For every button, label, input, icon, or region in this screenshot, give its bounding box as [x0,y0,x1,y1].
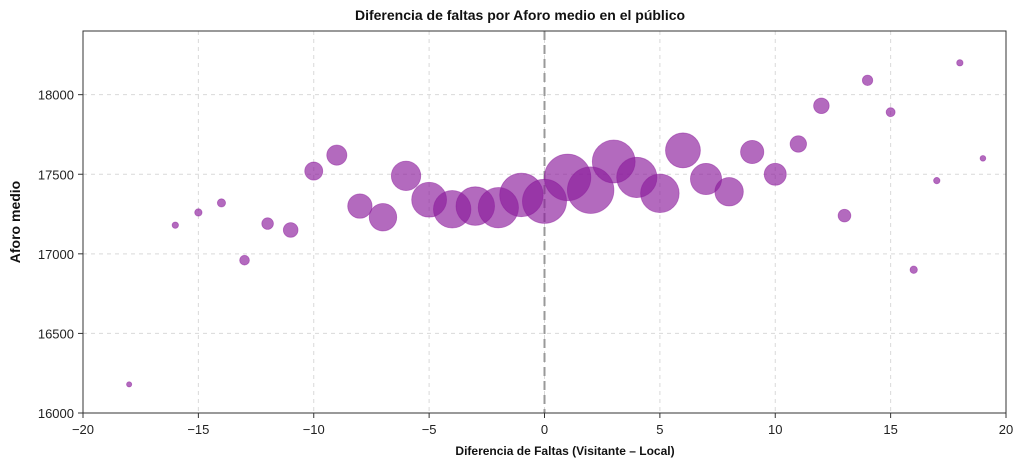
x-tick-label: 15 [883,422,897,437]
data-point [956,59,964,67]
x-tick-label: 20 [999,422,1013,437]
y-tick-label: 16500 [38,326,74,341]
data-point [714,177,744,207]
y-tick-label: 17500 [38,167,74,182]
y-axis-label: Aforo medio [7,181,23,263]
y-tick-label: 16000 [38,406,74,421]
data-point [885,107,896,118]
data-point [326,144,348,166]
data-point [789,135,807,153]
data-point [740,139,765,164]
x-tick-label: −20 [72,422,94,437]
data-point [261,217,274,230]
x-tick-label: 0 [541,422,548,437]
data-point [171,221,179,229]
x-tick-label: −5 [422,422,437,437]
data-point [909,265,918,274]
data-point [837,208,852,223]
data-point [640,173,680,214]
y-axis-ticks: 16000 16500 17000 17500 18000 [38,88,83,421]
x-tick-label: −10 [303,422,325,437]
y-tick-label: 17000 [38,247,74,262]
data-point [813,97,830,115]
data-point [126,381,133,388]
x-tick-label: 5 [656,422,663,437]
y-tick-label: 18000 [38,88,74,103]
data-point [390,160,422,191]
data-point [304,161,324,181]
data-point [194,208,203,217]
data-points [126,59,987,388]
data-point [861,74,874,86]
data-point [282,222,299,238]
x-axis-label: Diferencia de Faltas (Visitante – Local) [455,444,674,458]
data-point [763,162,787,186]
data-point [665,132,701,169]
x-axis-ticks: −20 −15 −10 −5 0 5 10 15 20 [72,413,1013,437]
x-tick-label: −15 [187,422,209,437]
data-point [347,193,373,219]
data-point [216,198,226,208]
data-point [368,203,398,232]
data-point [979,155,987,162]
data-point [933,177,941,185]
x-tick-label: 10 [768,422,782,437]
chart-title: Diferencia de faltas por Aforo medio en … [355,7,685,23]
data-point [690,163,723,196]
data-point [239,254,250,266]
